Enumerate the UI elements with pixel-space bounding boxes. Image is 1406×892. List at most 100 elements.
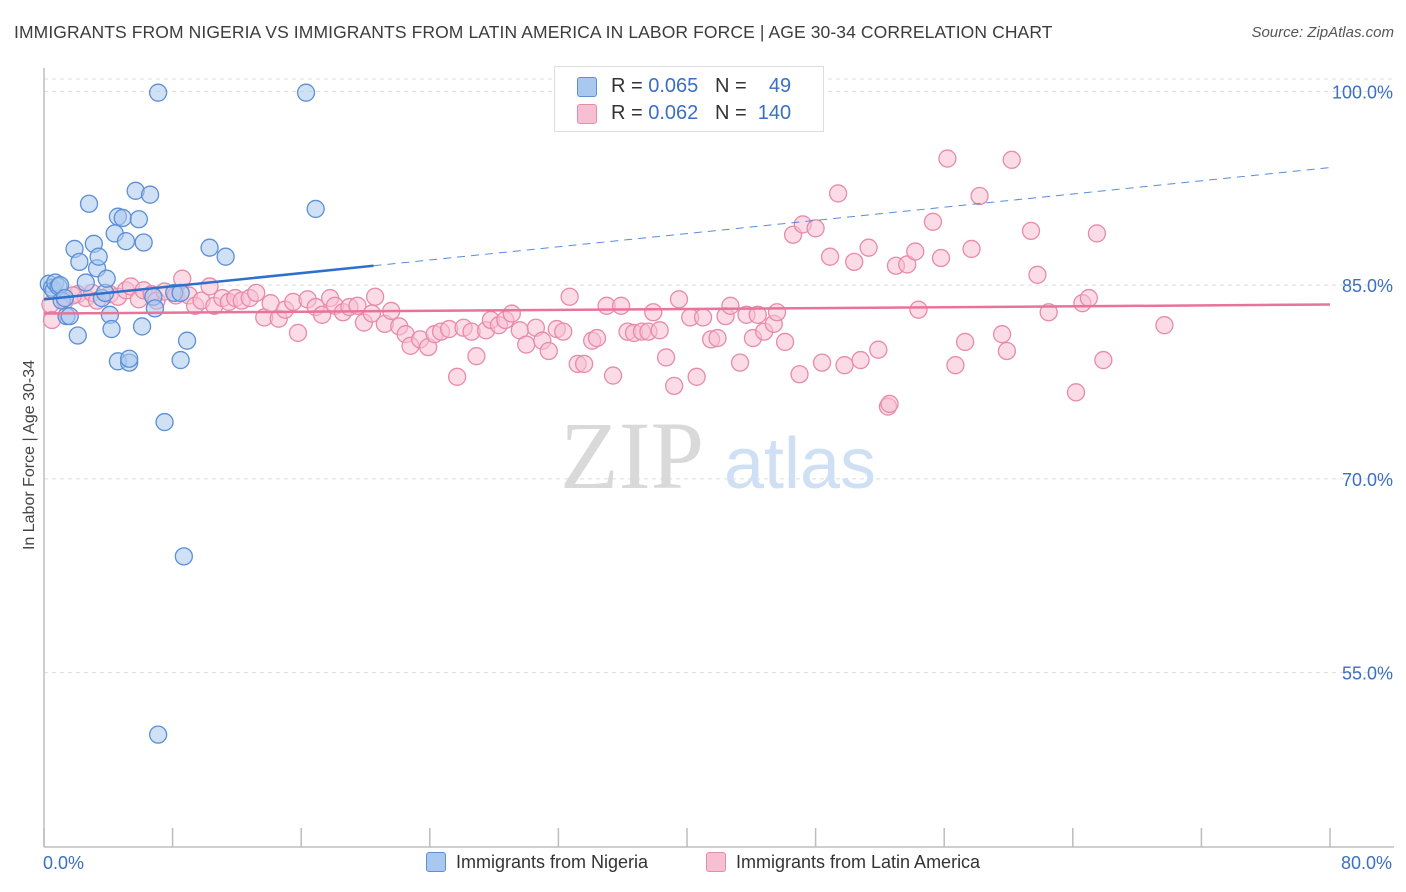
latin-america-point [767,303,787,322]
latin-america-point [859,238,878,257]
nigeria-r-label: R = [611,75,643,97]
nigeria-point [68,326,87,345]
latin-america-point [554,322,573,341]
grid-lines [44,78,1394,674]
latin-america-point [1021,221,1041,241]
latin-america-point [1002,150,1021,169]
nigeria-n-value: 49 [768,75,792,97]
nigeria-swatch [577,77,597,97]
latin-america-point [775,332,795,352]
latin-america-point [1066,383,1086,402]
bottom-latin-swatch [706,852,726,872]
x-tick-min: 0.0% [43,853,85,873]
nigeria-point [216,247,235,266]
latin-america-point [845,252,864,272]
latin-america-point [997,341,1017,361]
latin-america-point [656,348,676,367]
latin-america-point [365,287,385,306]
nigeria-point [148,83,168,102]
nigeria-point [79,194,99,213]
y-axis-label: In Labor Force | Age 30-34 [21,359,38,551]
y-tick-label: 85.0% [1342,276,1393,296]
latin-r-label: R = [611,102,643,124]
latin-america-point [539,341,558,361]
latin-america-point [348,296,367,315]
latin-america-point [820,247,840,266]
nigeria-point [140,185,160,204]
y-tick-label: 100.0% [1332,82,1393,102]
latin-america-point [1155,316,1174,335]
source-credit: Source: ZipAtlas.com [1251,24,1394,41]
latin-america-point [962,239,981,259]
nigeria-n-label: N = [714,75,747,97]
latin-america-point [851,350,870,370]
latin-america-point [1079,288,1099,308]
stats-legend: R = 0.065 N = 49 R = 0.062 N = 140 [554,66,824,132]
bottom-latin-label: Immigrants from Latin America [736,852,981,872]
nigeria-point [145,299,165,318]
latin-r-value: 0.062 [648,102,699,124]
latin-america-point [909,300,928,319]
latin-america-point [721,296,740,315]
latin-america-point [869,340,888,359]
latin-america-point [669,290,689,309]
latin-america-point [946,356,965,375]
nigeria-point [200,238,219,257]
latin-america-point [693,308,713,327]
watermark-zip: ZIP [560,402,704,509]
latin-america-points [41,149,1174,416]
nigeria-point [70,252,89,272]
latin-america-point [790,365,809,384]
latin-america-point [574,354,594,374]
latin-america-point [467,347,486,366]
nigeria-point [116,232,136,251]
latin-america-point [687,367,706,386]
latin-america-point [923,212,943,231]
y-tick-labels: 55.0% 70.0% 85.0% 100.0% [1332,82,1393,683]
bottom-legend-nigeria: Immigrants from Nigeria [426,852,648,873]
nigeria-point [120,349,139,368]
latin-america-point [1028,265,1047,284]
nigeria-point [171,350,190,370]
latin-america-point [1094,350,1113,370]
nigeria-point [113,208,132,228]
nigeria-point [306,199,325,219]
latin-america-point [247,283,266,303]
nigeria-r-value: 0.065 [648,75,699,97]
latin-america-point [806,219,825,238]
latin-america-point [447,367,467,386]
latin-america-point [835,356,854,375]
latin-america-point [970,186,989,206]
nigeria-point [155,412,174,432]
nigeria-point [174,547,194,566]
latin-america-point [1087,224,1107,243]
bottom-nigeria-label: Immigrants from Nigeria [456,852,649,872]
latin-america-point [880,394,899,414]
latin-america-point [938,149,957,168]
watermark: ZIP atlas [560,402,876,509]
nigeria-trend-extension [373,167,1331,267]
latin-trend-line [43,303,1331,315]
latin-n-label: N = [714,102,747,124]
axes [43,68,1394,848]
nigeria-point [132,317,152,336]
nigeria-point [129,210,148,229]
latin-america-point [560,287,579,306]
latin-america-point [906,242,925,261]
latin-america-point [587,328,607,348]
trend-lines [43,167,1331,315]
latin-america-point [502,304,521,323]
latin-america-point [664,376,684,396]
latin-america-point [708,328,727,348]
latin-america-point [288,323,308,343]
latin-america-point [650,321,669,340]
nigeria-point [60,306,79,326]
nigeria-point [97,269,116,288]
nigeria-point [102,319,121,339]
latin-america-point [931,248,951,268]
latin-america-point [603,366,623,385]
latin-america-point [748,305,767,324]
x-tick-max: 80.0% [1340,853,1392,873]
latin-america-point [992,325,1012,344]
